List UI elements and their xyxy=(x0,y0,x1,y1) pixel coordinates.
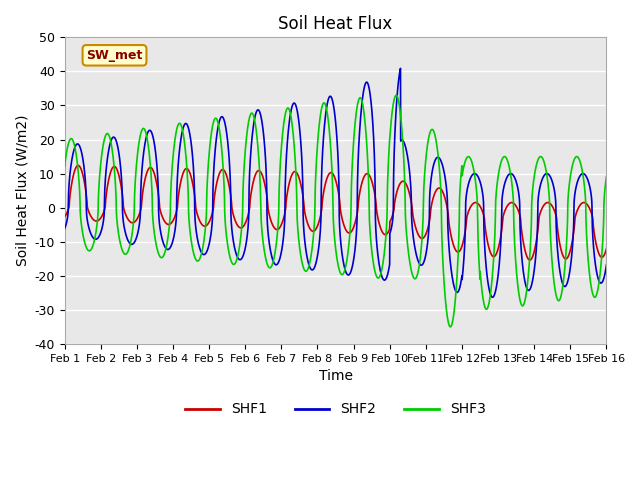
Title: Soil Heat Flux: Soil Heat Flux xyxy=(278,15,393,33)
Legend: SHF1, SHF2, SHF3: SHF1, SHF2, SHF3 xyxy=(180,397,492,422)
Text: SW_met: SW_met xyxy=(86,49,143,62)
Y-axis label: Soil Heat Flux (W/m2): Soil Heat Flux (W/m2) xyxy=(15,115,29,266)
X-axis label: Time: Time xyxy=(319,369,353,383)
